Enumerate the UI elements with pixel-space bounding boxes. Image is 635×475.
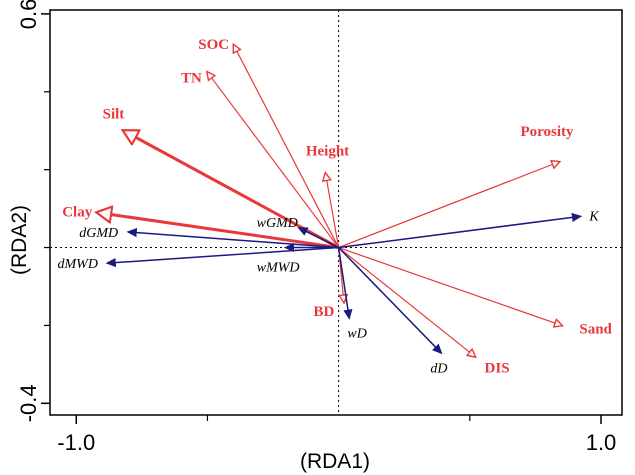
- x-tick-label: -1.0: [57, 430, 95, 455]
- y-axis-title: (RDA2): [8, 205, 31, 275]
- env-vector-porosity: [338, 162, 559, 249]
- resp-label-wd: wD: [347, 327, 366, 342]
- env-label-silt: Silt: [103, 107, 125, 123]
- resp-vector-dmwd: [108, 246, 339, 264]
- env-label-porosity: Porosity: [520, 124, 574, 140]
- y-tick-label: 0.6: [16, 0, 41, 29]
- resp-vector-wgmd: [299, 228, 339, 249]
- env-vector-clay: [97, 213, 339, 250]
- x-axis-title: (RDA1): [300, 450, 370, 473]
- resp-label-dmwd: dMWD: [58, 257, 98, 272]
- env-label-soc: SOC: [198, 37, 229, 53]
- resp-label-dgmd: dGMD: [79, 226, 118, 241]
- env-vector-soc: [234, 45, 340, 248]
- resp-vector-k: [338, 216, 580, 249]
- plot-frame: [49, 9, 623, 416]
- y-tick-label: -0.4: [16, 384, 41, 422]
- env-label-bd: BD: [313, 304, 334, 320]
- env-vector-tn: [207, 72, 340, 248]
- resp-vector-dgmd: [129, 232, 339, 249]
- resp-vector-dd: [338, 247, 441, 353]
- env-label-sand: Sand: [579, 321, 612, 337]
- env-vector-sand: [338, 246, 562, 326]
- env-label-dis: DIS: [485, 361, 510, 377]
- env-vector-dis: [338, 247, 475, 357]
- env-label-height: Height: [306, 144, 349, 160]
- resp-label-k: K: [588, 209, 599, 224]
- resp-label-wgmd: wGMD: [257, 216, 298, 231]
- env-label-tn: TN: [181, 70, 202, 86]
- x-tick-label: 1.0: [586, 430, 617, 455]
- resp-label-dd: dD: [430, 362, 447, 377]
- env-vector-height: [326, 174, 340, 248]
- resp-label-wmwd: wMWD: [257, 261, 300, 276]
- env-label-clay: Clay: [62, 205, 93, 221]
- resp-vector-wd: [337, 247, 349, 318]
